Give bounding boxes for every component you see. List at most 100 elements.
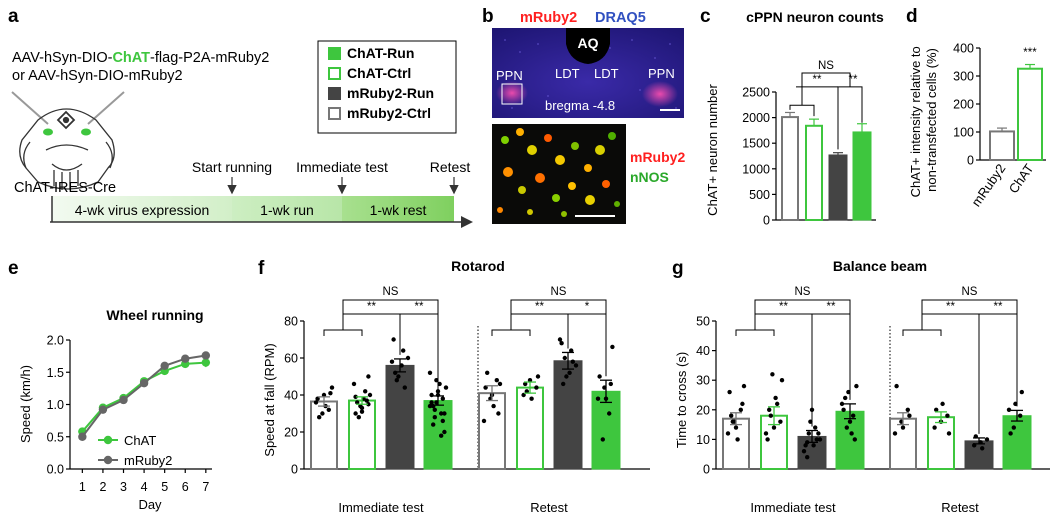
chart-f-data-point xyxy=(597,374,602,379)
chart-e-point-mruby2 xyxy=(201,351,211,360)
chart-f-data-point xyxy=(353,394,358,400)
chart-c-cmp2-significance: ** xyxy=(849,74,858,86)
chart-e-y-tick-label: 0.5 xyxy=(47,430,64,444)
chart-f-data-point xyxy=(442,429,447,435)
chart-e-x-tick-label: 5 xyxy=(161,480,168,494)
chart-g-data-point xyxy=(934,407,939,412)
chart-g-y-tick-label: 50 xyxy=(696,315,710,329)
chart-e-y-tick-label: 1.0 xyxy=(47,398,64,412)
chart-g-data-point xyxy=(811,443,816,448)
chart-g-bar xyxy=(964,440,994,470)
chart-f-cmp1-label: ** xyxy=(535,301,544,313)
chart-c-ctrl-bracket xyxy=(789,104,815,117)
chart-d-ylabel: ChAT+ intensity relative to non-transfec… xyxy=(908,43,939,198)
stain-label-mruby2: mRuby2 xyxy=(520,10,577,26)
chart-c-bar xyxy=(805,124,823,221)
label-ppn-left: PPN xyxy=(496,68,523,83)
chart-g-data-point xyxy=(816,431,821,436)
chart-d-ylabel-line1: ChAT+ intensity relative to xyxy=(908,46,923,197)
chart-g-ylabel: Time to cross (s) xyxy=(674,352,689,448)
mouse-head-icon xyxy=(11,91,125,190)
chart-f-y-tick-label: 80 xyxy=(284,315,298,329)
timeline-segment-run xyxy=(232,196,342,222)
chart-f-data-point xyxy=(432,415,437,420)
chart-g-y-tick-label: 30 xyxy=(696,374,710,388)
chart-g-ns-label: NS xyxy=(795,286,811,298)
chart-c-ns-significance: NS xyxy=(818,60,834,72)
chart-f-data-point xyxy=(429,400,434,405)
chart-f-data-point xyxy=(439,411,444,416)
chart-g-data-point xyxy=(733,425,739,430)
chart-f-data-point xyxy=(401,348,406,353)
chart-e-point-mruby2 xyxy=(119,395,128,405)
chart-g-data-point xyxy=(779,378,785,383)
chart-f-ns-label: NS xyxy=(551,286,567,298)
chart-d-bar xyxy=(1017,67,1043,161)
chart-g-bar xyxy=(1002,415,1032,470)
chart-g-ns-bracket xyxy=(921,299,1018,407)
chart-f-data-point xyxy=(353,411,358,416)
chart-g-data-point xyxy=(847,419,853,424)
chart-f-data-point xyxy=(366,402,371,407)
chart-f-data-point xyxy=(355,400,360,405)
chart-f-data-point xyxy=(320,411,325,416)
chart-f-ctrl-bracket xyxy=(491,329,531,336)
chart-d-y-tick-label: 100 xyxy=(953,126,974,140)
panel-label-a: a xyxy=(8,6,19,27)
label-ldt-left: LDT xyxy=(555,66,580,81)
inset-label-mruby2: mRuby2 xyxy=(630,149,685,165)
chart-f-data-point xyxy=(317,415,322,420)
chart-g-data-point xyxy=(839,401,845,407)
chart-c-title: cPPN neuron counts xyxy=(746,9,884,25)
chart-f-data-point xyxy=(394,378,399,383)
chart-g-data-point xyxy=(892,431,898,436)
chart-f-data-point xyxy=(569,348,574,353)
chart-f-data-point xyxy=(534,385,539,390)
chart-d-y-tick-label: 200 xyxy=(953,98,974,112)
chart-g-y-tick-label: 10 xyxy=(696,433,710,447)
chart-g-data-point xyxy=(767,407,772,412)
chart-d-x-tick-label: ChAT xyxy=(1006,161,1037,196)
legend-label-chat-ctrl: ChAT-Ctrl xyxy=(347,65,411,81)
chart-g-data-point xyxy=(852,437,857,442)
construct-line-2: or AAV-hSyn-DIO-mRuby2 xyxy=(12,68,183,84)
chart-e-y-tick-label: 2.0 xyxy=(47,334,64,348)
chart-e-x-tick-label: 1 xyxy=(79,480,86,494)
chart-g-data-point xyxy=(1006,407,1012,412)
chart-f-cmp1-label: ** xyxy=(367,301,376,313)
chart-g-data-point xyxy=(771,425,777,430)
chart-g-data-point xyxy=(814,437,819,442)
legend-label-chat-run: ChAT-Run xyxy=(347,45,414,61)
chart-g-ctrl-bracket xyxy=(902,329,942,336)
legend-label-mruby-run: mRuby2-Run xyxy=(347,85,434,101)
chart-g-data-point xyxy=(770,372,775,377)
chart-f-bar xyxy=(591,390,621,470)
chart-e-point-mruby2 xyxy=(181,354,190,363)
chart-c-ns-bracket xyxy=(801,72,851,106)
chart-e-legend-label: mRuby2 xyxy=(124,453,172,468)
chart-f-data-point xyxy=(573,363,579,368)
chart-f-category-label: Retest xyxy=(530,500,568,515)
legend-swatch-mruby-ctrl xyxy=(328,107,341,120)
chart-g-data-point xyxy=(841,407,846,412)
chart-g-data-point xyxy=(801,449,807,454)
chart-g-data-point xyxy=(900,425,906,430)
chart-e-y-tick-label: 0.0 xyxy=(47,463,64,477)
label-ldt-right: LDT xyxy=(594,66,619,81)
chart-f-data-point xyxy=(358,403,363,409)
chart-c-y-tick-label: 1500 xyxy=(742,137,770,151)
chart-g-y-tick-label: 0 xyxy=(703,463,710,477)
chart-c-cmp1-significance: ** xyxy=(813,74,822,86)
chart-f-cmp2-label: ** xyxy=(415,301,424,313)
chart-e-line-mruby2 xyxy=(81,354,206,438)
chart-f-data-point xyxy=(481,418,487,424)
chart-f-data-point xyxy=(608,381,613,387)
chart-f-data-point xyxy=(570,359,575,364)
chart-c-y-tick-label: 1000 xyxy=(742,162,770,176)
chart-g-data-point xyxy=(727,389,732,395)
chart-f-data-point xyxy=(431,422,436,427)
chart-c-ylabel: ChAT+ neuron number xyxy=(705,84,720,216)
chart-f-data-point xyxy=(562,355,567,361)
chart-f-data-point xyxy=(366,374,371,379)
chart-f-category-label: Immediate test xyxy=(338,500,424,515)
